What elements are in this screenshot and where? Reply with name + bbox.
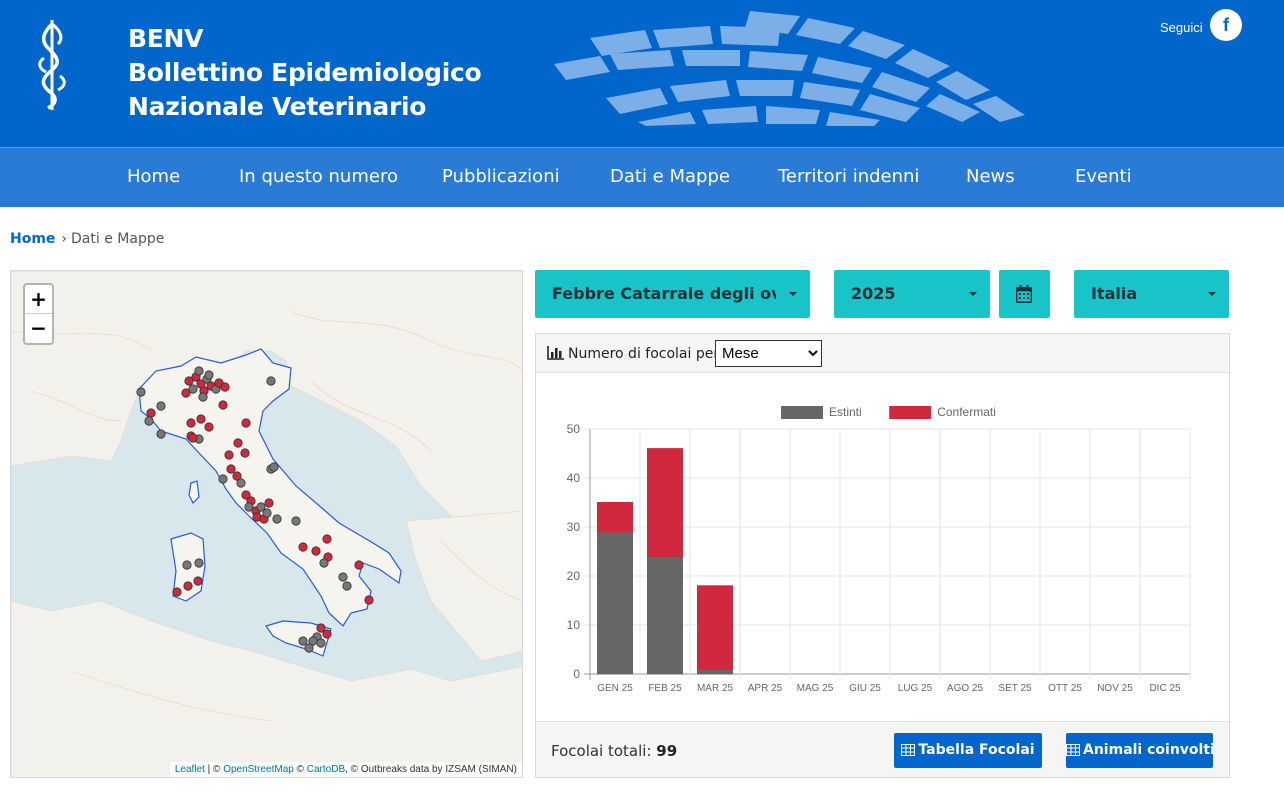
x-tick-label: OTT 25 bbox=[1048, 683, 1082, 694]
attribution-sep-2: © bbox=[293, 764, 307, 775]
brand-line-1: Bollettino Epidemiologico bbox=[128, 58, 482, 87]
x-tick-label: DIC 25 bbox=[1149, 683, 1181, 694]
openstreetmap-link[interactable]: OpenStreetMap bbox=[223, 764, 294, 775]
total-outbreaks-value: 99 bbox=[656, 742, 678, 760]
breadcrumb-current: Dati e Mappe bbox=[71, 231, 165, 247]
x-tick-label: FEB 25 bbox=[648, 683, 682, 694]
nav-item-home[interactable]: Home bbox=[127, 166, 181, 187]
site-brand[interactable]: BENV Bollettino Epidemiologico Nazionale… bbox=[128, 22, 482, 124]
y-tick-label: 20 bbox=[567, 569, 581, 583]
x-tick-label: GEN 25 bbox=[597, 683, 633, 694]
year-select-value: 2025 bbox=[851, 284, 896, 303]
disease-select-value: Febbre Catarrale degli ovini (BT) bbox=[552, 284, 776, 303]
y-tick-label: 10 bbox=[567, 618, 581, 632]
zoom-in-button[interactable]: + bbox=[25, 285, 52, 314]
attribution-source: , © Outbreaks data by IZSAM (SIMAN) bbox=[345, 764, 517, 775]
x-tick-label: MAG 25 bbox=[797, 683, 834, 694]
x-tick-label: SET 25 bbox=[998, 683, 1032, 694]
bar-confermati bbox=[597, 502, 633, 533]
chart-panel: Numero di focolai per Mese 0 10 20 30 40 50 GE… bbox=[535, 333, 1230, 778]
nav-item-in-questo-numero[interactable]: In questo numero bbox=[239, 166, 398, 187]
outbreaks-table-button-label: Tabella Focolai bbox=[918, 742, 1035, 758]
x-tick-label: APR 25 bbox=[748, 683, 783, 694]
x-tick-label: GIU 25 bbox=[849, 683, 881, 694]
table-icon bbox=[1066, 744, 1080, 756]
area-select[interactable]: Italia bbox=[1074, 270, 1229, 318]
y-tick-label: 50 bbox=[567, 422, 581, 436]
zoom-control: + − bbox=[23, 283, 54, 345]
disease-select[interactable]: Febbre Catarrale degli ovini (BT) bbox=[535, 270, 810, 318]
bar-estinti bbox=[647, 555, 683, 675]
chevron-down-icon bbox=[1208, 292, 1216, 296]
breadcrumb: Home › Dati e Mappe bbox=[10, 231, 164, 247]
chevron-down-icon bbox=[969, 292, 977, 296]
facebook-icon[interactable]: f bbox=[1210, 9, 1242, 41]
legend-label: Confermati bbox=[937, 405, 996, 419]
brand-line-2: Nazionale Veterinario bbox=[128, 92, 427, 121]
area-select-value: Italia bbox=[1091, 284, 1138, 303]
calendar-icon bbox=[1016, 285, 1032, 303]
x-tick-label: LUG 25 bbox=[898, 683, 933, 694]
leaflet-link[interactable]: Leaflet bbox=[174, 764, 205, 775]
outbreaks-table-button[interactable]: Tabella Focolai bbox=[894, 733, 1042, 768]
groupby-select[interactable]: Mese bbox=[715, 340, 822, 367]
chart-panel-header: Numero di focolai per Mese bbox=[536, 334, 1229, 373]
nav-item-eventi[interactable]: Eventi bbox=[1075, 166, 1132, 187]
legend-swatch bbox=[781, 406, 823, 419]
chart-groupby-label: Numero di focolai per bbox=[568, 346, 720, 362]
breadcrumb-chevron-icon: › bbox=[61, 231, 68, 247]
attribution-sep-1: | © bbox=[204, 764, 224, 775]
x-tick-label: MAR 25 bbox=[697, 683, 734, 694]
chevron-down-icon bbox=[789, 292, 797, 296]
breadcrumb-home-link[interactable]: Home bbox=[10, 231, 56, 247]
x-tick-label: NOV 25 bbox=[1097, 683, 1133, 694]
x-tick-label: AGO 25 bbox=[947, 683, 984, 694]
y-tick-label: 40 bbox=[567, 471, 581, 485]
cartodb-link[interactable]: CartoDB bbox=[306, 764, 346, 775]
map-tiles bbox=[11, 271, 522, 777]
total-outbreaks-label: Focolai totali: bbox=[551, 742, 652, 760]
legend-swatch bbox=[889, 406, 932, 419]
bar-chart-icon bbox=[547, 346, 564, 360]
animals-involved-button[interactable]: Animali coinvolti bbox=[1066, 733, 1215, 768]
year-select[interactable]: 2025 bbox=[834, 270, 990, 318]
nav-item-news[interactable]: News bbox=[966, 166, 1015, 187]
outbreak-map[interactable]: + − Leaflet | © OpenStreetMap © CartoDB,… bbox=[10, 270, 523, 778]
nav-item-dati-e-mappe[interactable]: Dati e Mappe bbox=[610, 166, 730, 187]
header-arc-decoration bbox=[554, 11, 1025, 126]
site-header: BENV Bollettino Epidemiologico Nazionale… bbox=[0, 0, 1284, 147]
main-nav: Home In questo numero Pubblicazioni Dati… bbox=[0, 147, 1284, 207]
map-attribution: Leaflet | © OpenStreetMap © CartoDB, © O… bbox=[169, 762, 522, 777]
table-icon bbox=[901, 744, 916, 756]
bar-confermati bbox=[647, 448, 683, 557]
bar-estinti bbox=[697, 668, 733, 675]
brand-short: BENV bbox=[128, 24, 204, 53]
zoom-out-button[interactable]: − bbox=[30, 316, 47, 340]
nav-item-pubblicazioni[interactable]: Pubblicazioni bbox=[442, 166, 560, 187]
chart-panel-footer: Focolai totali: 99 Tabella Focolai Anima… bbox=[536, 721, 1229, 777]
calendar-button[interactable] bbox=[999, 270, 1050, 318]
y-tick-label: 30 bbox=[567, 520, 581, 534]
nav-item-territori-indenni[interactable]: Territori indenni bbox=[778, 166, 920, 187]
animals-involved-button-label: Animali coinvolti bbox=[1083, 742, 1215, 758]
y-tick-label: 0 bbox=[573, 667, 580, 681]
follow-label: Seguici bbox=[1160, 20, 1203, 35]
bar-estinti bbox=[597, 531, 633, 675]
bar-confermati bbox=[697, 585, 733, 670]
total-outbreaks: Focolai totali: 99 bbox=[551, 742, 677, 760]
caduceus-logo-icon[interactable] bbox=[34, 18, 70, 112]
legend-label: Estinti bbox=[829, 405, 862, 419]
outbreaks-bar-chart: 0 10 20 30 40 50 GEN 25 FEB 25 MAR 25 APR 25 MAG 2… bbox=[567, 405, 1191, 694]
